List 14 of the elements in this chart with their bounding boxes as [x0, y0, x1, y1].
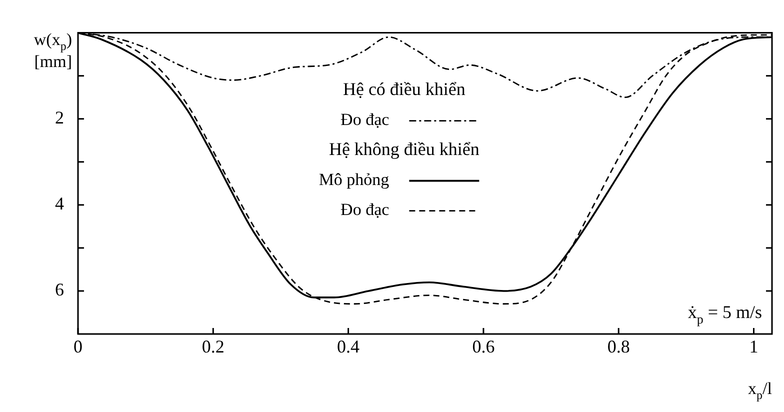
x-tick-label: 0.6: [472, 336, 495, 357]
annotation: Hệ có điều khiển: [342, 78, 466, 99]
annotation: Hệ không điều khiển: [328, 138, 480, 159]
y-tick-label: 6: [55, 280, 64, 300]
x-tick-label: 0: [74, 336, 82, 357]
x-tick-label: 0.4: [337, 336, 360, 357]
x-tick-label: 1: [749, 336, 758, 357]
x-tick-label: 0.2: [202, 336, 224, 357]
y-tick-label: 4: [55, 194, 64, 214]
legend-label: Đo đạc: [340, 110, 390, 129]
x-tick-label: 0.8: [607, 336, 630, 357]
legend-label: Mô phỏng: [318, 170, 390, 189]
y-tick-label: 2: [55, 108, 64, 128]
legend-label: Đo đạc: [340, 200, 390, 219]
